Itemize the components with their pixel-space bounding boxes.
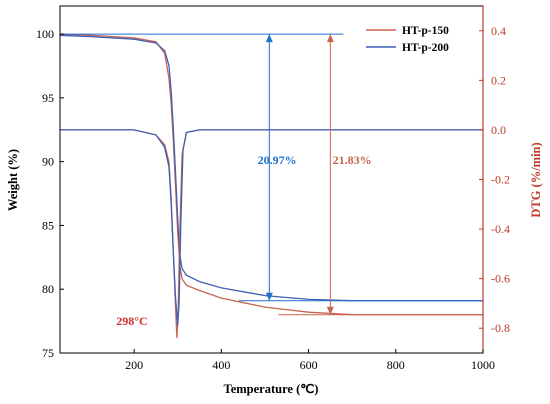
ticks: 200 400 600 800 1000 75 80 85 90 95 100 -0.8 -0.6 -0.… [36, 24, 510, 372]
series-line-ht-p-200-weight [60, 34, 483, 302]
y-right-tick-label: 0.0 [491, 123, 506, 137]
series-line-ht-p-200-dtg [60, 129, 483, 326]
x-tick-label: 200 [125, 358, 143, 372]
y-left-tick-label: 95 [42, 91, 54, 105]
y-left-tick-label: 85 [42, 218, 54, 232]
x-tick-label: 600 [300, 358, 318, 372]
y-right-tick-label: 0.2 [491, 73, 506, 87]
annotation-label: 21.83% [333, 153, 372, 167]
x-tick-label: 400 [212, 358, 230, 372]
y-left-tick-label: 80 [42, 282, 54, 296]
x-axis-title: Temperature (℃) [224, 382, 319, 396]
data-lines [60, 33, 483, 339]
y-right-tick-label: -0.6 [491, 272, 510, 286]
y-right-tick-label: 0.4 [491, 24, 506, 38]
measure-arrow-1 [265, 34, 273, 301]
y-left-tick-label: 75 [42, 346, 54, 360]
y-axis-title-right: DTG (%/min) [529, 142, 543, 217]
annotation-label: 20.97% [258, 153, 297, 167]
y-right-tick-label: -0.4 [491, 222, 510, 236]
y-axis-title-left: Weight (%) [6, 149, 20, 211]
annotations: 20.97% 21.83% 298°C [116, 34, 372, 328]
reference-lines [60, 33, 483, 316]
y-left-tick-label: 90 [42, 155, 54, 169]
series-line-ht-p-150-weight [60, 33, 483, 316]
measure-arrow-0 [326, 34, 334, 315]
x-tick-label: 800 [387, 358, 405, 372]
legend: HT-p-150 HT-p-200 [366, 25, 449, 54]
annotation-label: 298°C [116, 314, 147, 328]
y-left-tick-label: 100 [36, 27, 54, 41]
legend-label-ht-p-150: HT-p-150 [402, 25, 449, 37]
y-right-tick-label: -0.2 [491, 173, 510, 187]
legend-label-ht-p-200: HT-p-200 [402, 42, 449, 54]
y-right-tick-label: -0.8 [491, 321, 510, 335]
x-tick-label: 1000 [471, 358, 495, 372]
